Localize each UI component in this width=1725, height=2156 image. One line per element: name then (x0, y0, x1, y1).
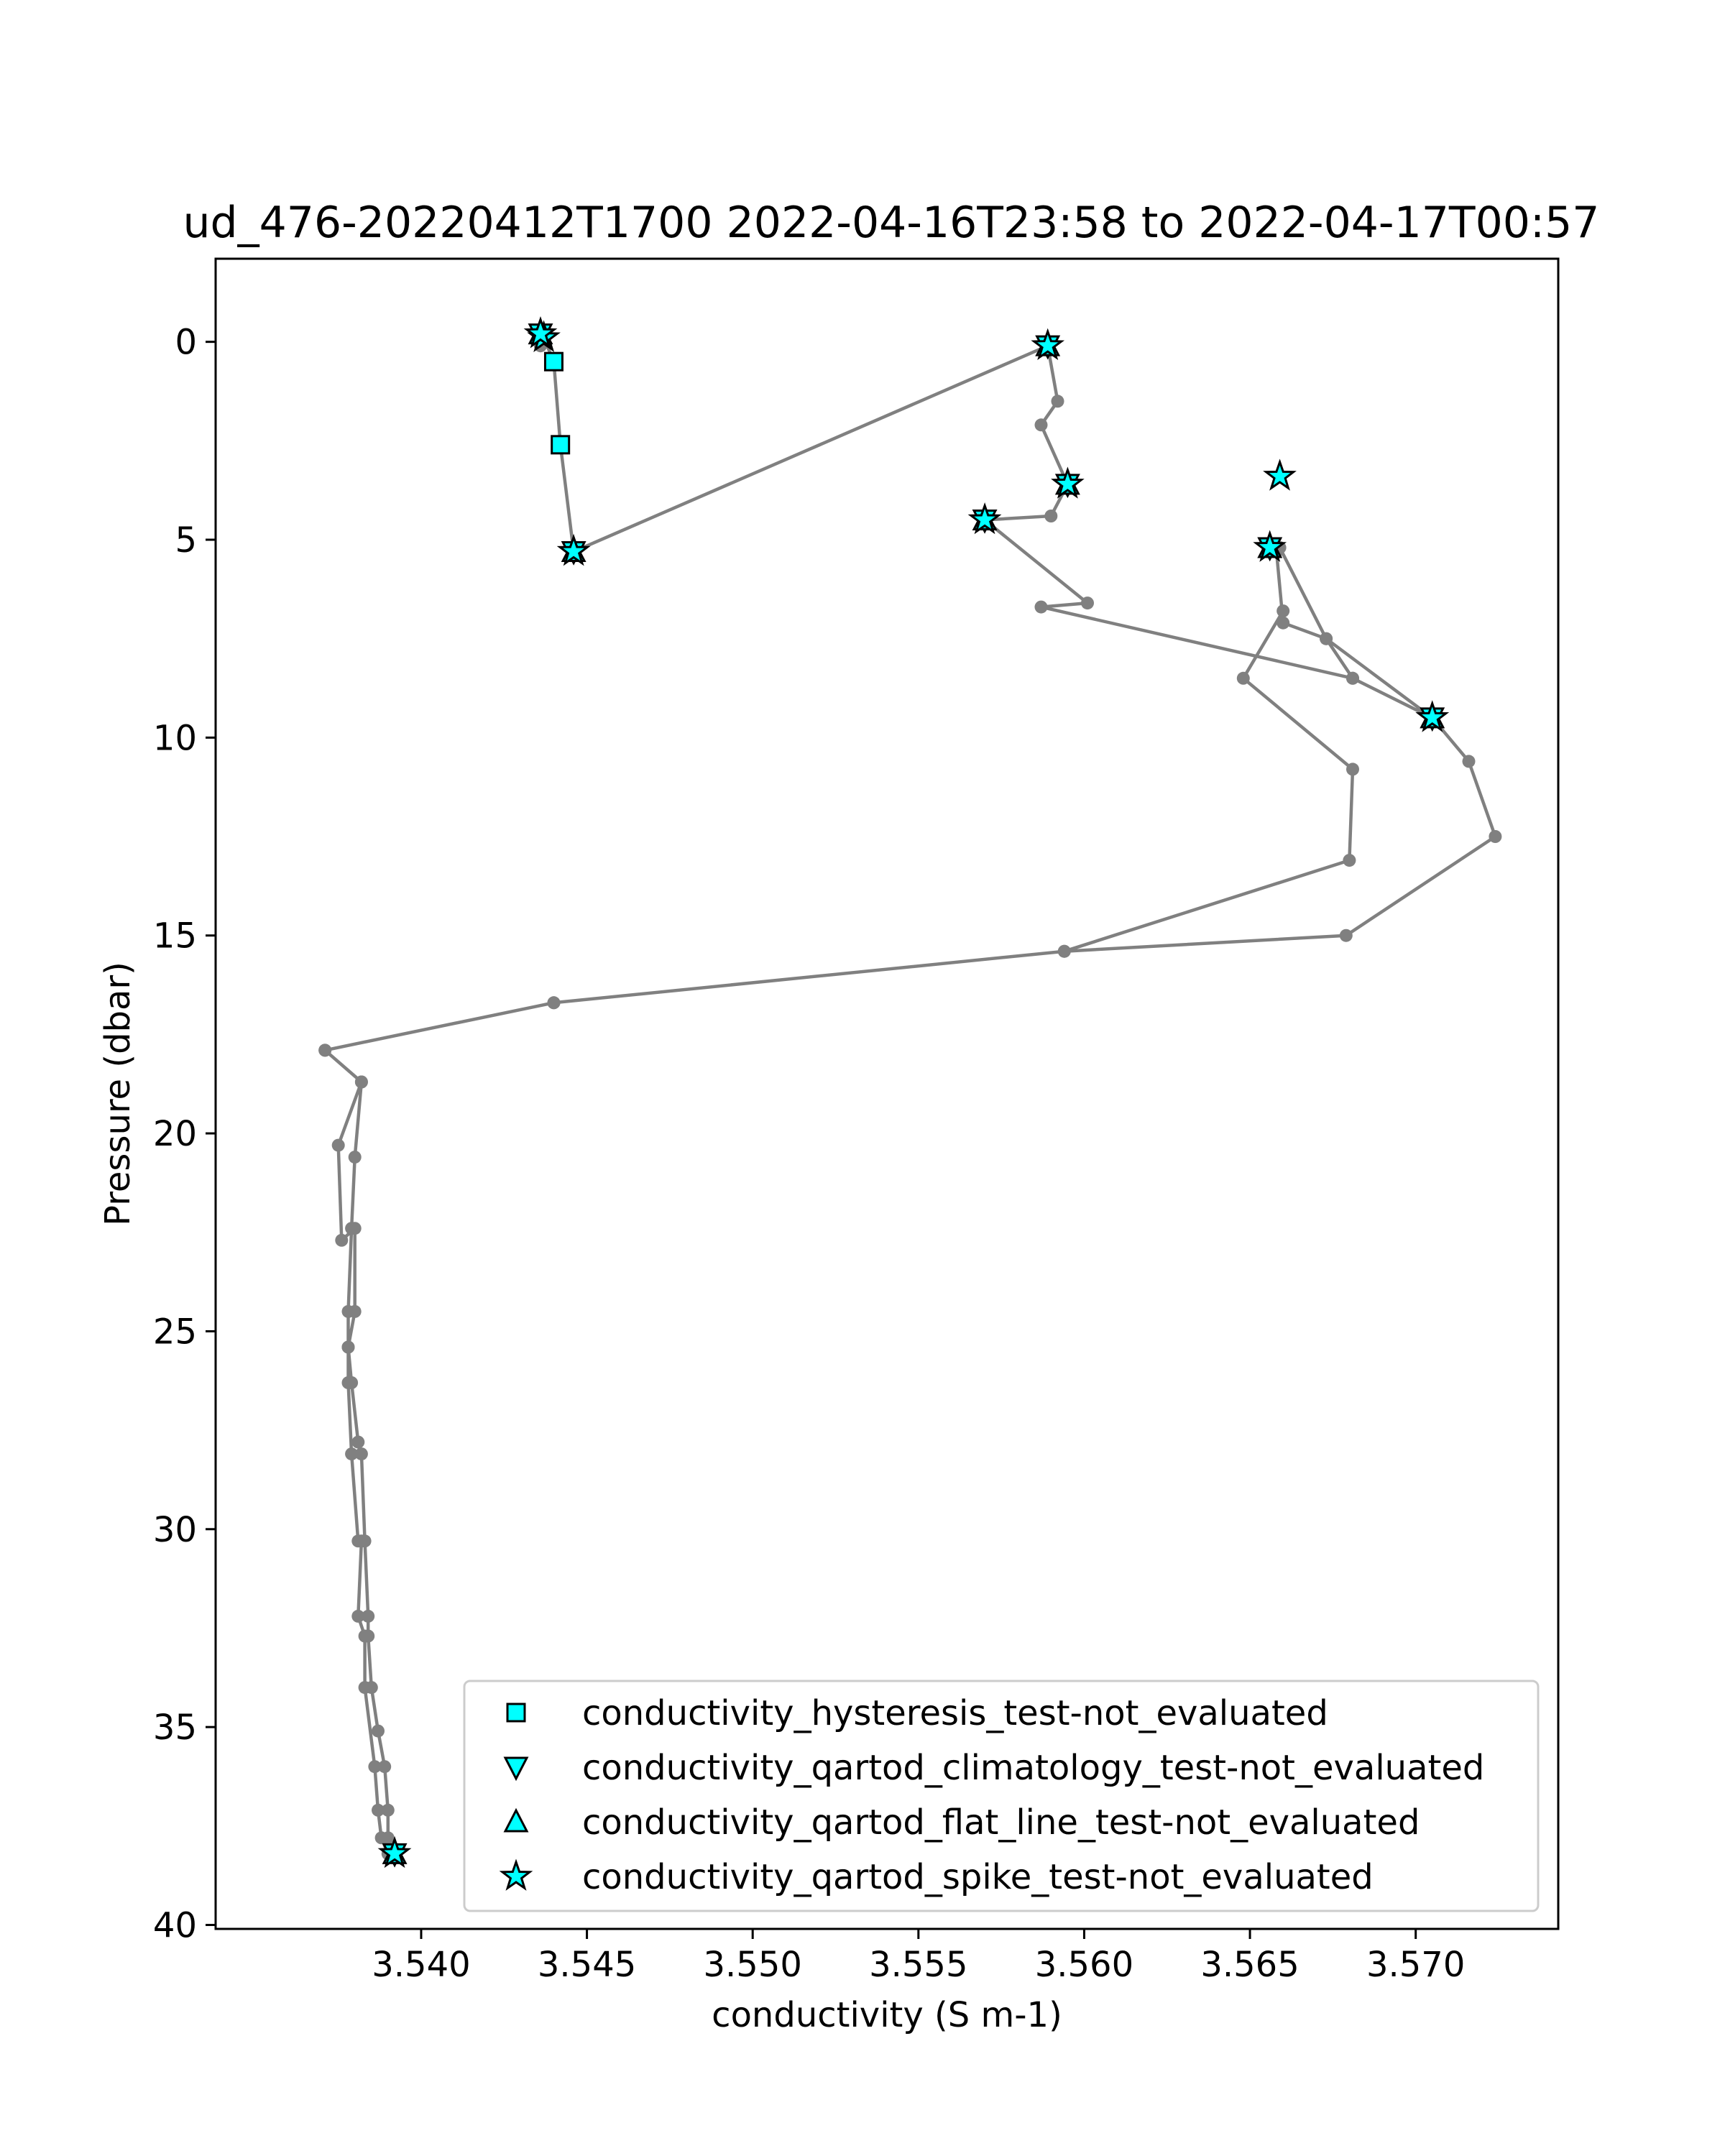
profile-point (331, 1138, 345, 1152)
profile-point (1462, 755, 1476, 768)
legend-box (463, 1680, 1540, 1912)
profile-point (1276, 616, 1290, 630)
legend: conductivity_hysteresis_test-not_evaluat… (463, 1680, 1540, 1912)
y-tick-label: 10 (153, 718, 197, 758)
y-tick-label: 15 (153, 916, 197, 957)
y-tick-label: 30 (153, 1510, 197, 1550)
x-tick-label: 3.540 (372, 1945, 470, 1985)
profile-point (358, 1629, 372, 1643)
star-marker (1253, 530, 1287, 562)
square-marker (543, 351, 564, 372)
profile-point (335, 1233, 349, 1247)
star-marker (377, 1835, 412, 1869)
profile-point (345, 1447, 359, 1461)
profile-point (362, 1609, 375, 1623)
profile-point (1339, 929, 1353, 942)
profile-point (351, 1609, 365, 1623)
profile-point (381, 1803, 395, 1817)
profile-point (354, 1075, 368, 1089)
profile-point (368, 1760, 382, 1774)
legend-label: conductivity_qartod_flat_line_test-not_e… (582, 1802, 1420, 1843)
star-marker (1415, 700, 1450, 732)
legend-label: conductivity_hysteresis_test-not_evaluat… (582, 1693, 1328, 1733)
profile-point (372, 1724, 385, 1738)
profile-point (1489, 830, 1502, 843)
profile-point (351, 1435, 365, 1449)
x-tick-label: 3.570 (1366, 1945, 1465, 1985)
y-tick-label: 5 (175, 520, 197, 561)
x-tick-label: 3.560 (1035, 1945, 1133, 1985)
legend-label: conductivity_qartod_spike_test-not_evalu… (582, 1857, 1374, 1897)
x-tick-label: 3.545 (538, 1945, 636, 1985)
y-tick-label: 35 (153, 1708, 197, 1748)
square-marker (551, 435, 571, 455)
legend-triangle-down-marker (503, 1756, 529, 1782)
profile-point (348, 1222, 362, 1235)
x-axis-label: conductivity (S m-1) (712, 1995, 1062, 2035)
profile-point (348, 1151, 362, 1164)
star-marker (556, 533, 591, 566)
star-marker (1031, 328, 1065, 360)
profile-point (341, 1340, 355, 1354)
profile-point (358, 1681, 372, 1695)
profile-point (1057, 944, 1071, 958)
y-axis: 0 5 10 15 20 25 30 35 40 (153, 323, 216, 1945)
y-tick-label: 40 (153, 1905, 197, 1945)
profile-point (1276, 604, 1290, 618)
profile-point (374, 1831, 388, 1845)
profile-point (1320, 632, 1333, 645)
profile-point (372, 1803, 385, 1817)
profile-point (351, 1534, 365, 1548)
legend-triangle-up-marker (503, 1807, 529, 1833)
chart-title: ud_476-20220412T1700 2022-04-16T23:58 to… (183, 198, 1600, 248)
x-tick-label: 3.555 (869, 1945, 967, 1985)
profile-point (348, 1304, 362, 1318)
profile-point (318, 1044, 332, 1057)
profile-point (1034, 600, 1048, 614)
x-axis: 3.540 3.545 3.550 3.555 3.560 3.565 3.570 (372, 1929, 1465, 1985)
y-axis-label: Pressure (dbar) (98, 962, 138, 1226)
profile-point (1346, 671, 1359, 685)
star-marker (523, 316, 558, 349)
profile-point (1343, 854, 1356, 867)
marker-layer (377, 316, 1450, 1869)
legend-square-marker (506, 1703, 526, 1723)
profile-point (1034, 418, 1048, 432)
profile-point (1236, 671, 1250, 685)
plot-area (214, 257, 1560, 1930)
profile-point (1346, 763, 1359, 776)
profile-point (1051, 395, 1064, 408)
y-tick-label: 0 (175, 323, 197, 363)
star-marker (967, 502, 1002, 535)
axes-frame (214, 257, 1560, 1930)
y-tick-label: 20 (153, 1114, 197, 1154)
star-marker (1051, 466, 1085, 499)
legend-entries: conductivity_hysteresis_test-not_evaluat… (499, 1693, 1484, 1897)
y-tick-label: 25 (153, 1312, 197, 1352)
profile-point (354, 1447, 368, 1461)
profile-point (547, 996, 561, 1010)
x-tick-label: 3.565 (1200, 1945, 1299, 1985)
profile-point (378, 1760, 392, 1774)
x-tick-label: 3.550 (703, 1945, 801, 1985)
star-marker (1263, 459, 1297, 491)
legend-label: conductivity_qartod_climatology_test-not… (582, 1748, 1484, 1788)
profile-point (341, 1376, 355, 1389)
profile-point (1044, 510, 1058, 522)
legend-star-marker (499, 1858, 533, 1891)
profile-point (1081, 596, 1094, 610)
